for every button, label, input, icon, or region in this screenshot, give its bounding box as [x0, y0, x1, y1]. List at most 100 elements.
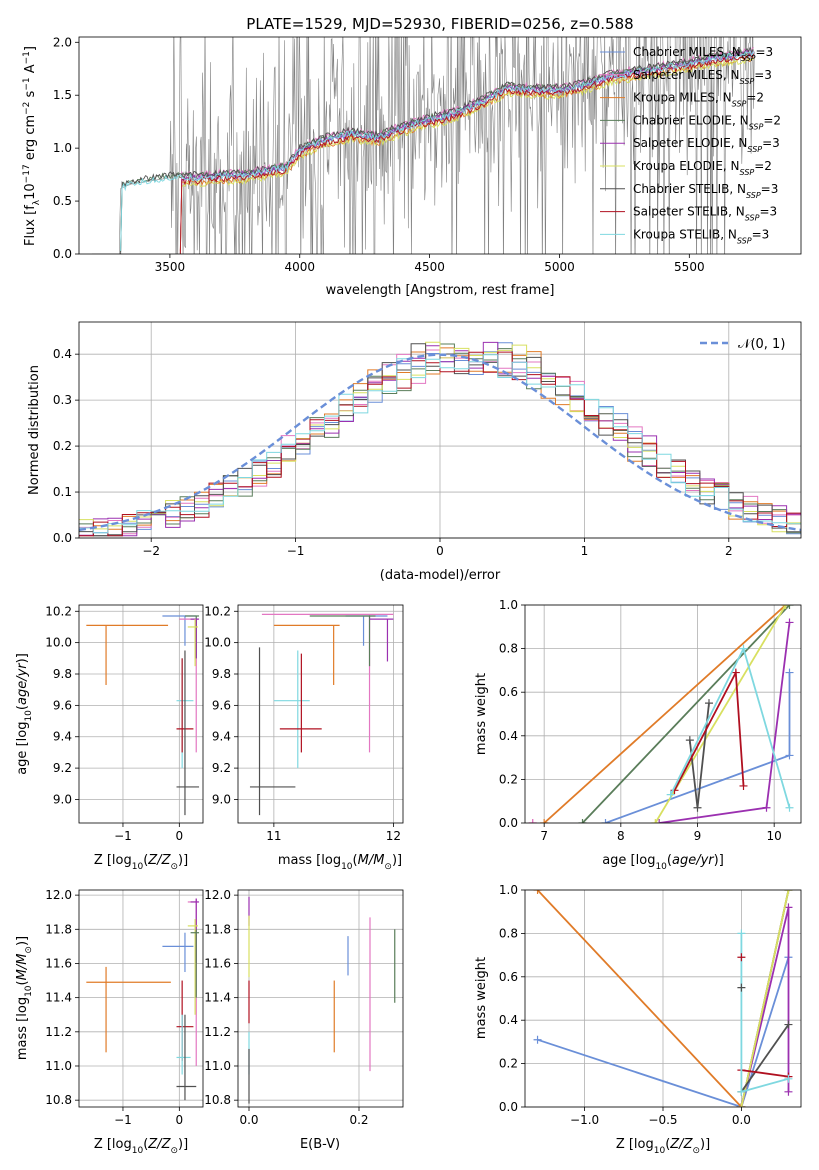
mass-weight-line	[581, 605, 791, 823]
axes-frame	[78, 604, 204, 824]
x-tick-label: 12	[386, 829, 401, 843]
plus-marker	[785, 618, 794, 627]
plus-marker	[739, 781, 748, 790]
grid	[525, 889, 801, 1108]
plus-marker	[685, 736, 694, 745]
plus-marker	[651, 819, 660, 823]
model-spectrum-line	[120, 50, 754, 251]
plus-marker	[737, 953, 746, 962]
mass-weight-vs-age-panel: 7 8 9 10 0.0 0.2 0.4 0.6 0.8 1.0 age [log10(age/yr…	[474, 598, 802, 872]
y-tick-label: 9.6	[212, 698, 231, 712]
plus-marker	[784, 1074, 793, 1083]
errorbar-point	[176, 1014, 197, 1101]
axes-frame	[237, 889, 404, 1108]
plot-area	[79, 341, 801, 537]
y-tick-label: 11.2	[45, 1025, 72, 1039]
plus-marker	[578, 819, 587, 823]
y-tick-label: 0.5	[53, 194, 72, 208]
errorbar-point	[184, 615, 200, 659]
mass-weight-line	[669, 646, 791, 808]
plus-marker	[528, 819, 537, 823]
errorbar-point	[190, 929, 200, 998]
axes-frame	[524, 604, 802, 824]
gaussian-curve	[79, 353, 801, 532]
x-tick-label: 8	[617, 829, 625, 843]
plus-marker	[785, 803, 794, 812]
plus-marker	[737, 983, 746, 992]
errorbar-point	[86, 624, 169, 685]
y-axis-label: mass weight	[474, 673, 489, 755]
plus-marker	[784, 903, 793, 912]
model-spectrum-line	[179, 50, 755, 254]
plus-marker	[785, 751, 794, 760]
y-tick-label: 9.4	[53, 730, 72, 744]
x-axis-label: (data-model)/error	[380, 568, 501, 583]
errorbar-point	[261, 613, 394, 753]
figure-title: PLATE=1529, MJD=52930, FIBERID=0256, z=0…	[246, 15, 633, 33]
y-tick-label: 11.4	[204, 991, 231, 1005]
plus-marker	[784, 890, 793, 894]
mass-weight-line	[740, 890, 790, 1107]
y-tick-label: 1.0	[53, 141, 72, 155]
plot-area	[92, 37, 755, 254]
spectrum-panel: 3500 4000 4500 5000 5500 0.0 0.5 1.0 1.5 2.0 Chabr…	[22, 35, 802, 298]
y-tick-label: 0.0	[499, 1100, 518, 1114]
legend-label: 𝒩(0, 1)	[738, 337, 785, 352]
y-tick-label: 10.8	[45, 1093, 72, 1107]
y-axis-label: Normed distribution	[27, 365, 42, 495]
y-tick-label: 0.6	[499, 685, 518, 699]
y-axis-label: age [log10(age/yr)]	[15, 653, 34, 775]
grid	[238, 890, 403, 1107]
age-vs-metallicity-panel: −1 0 9.0 9.2 9.4 9.6 9.8 10.0 10.2 Z [log10(Z/Z⊙)…	[15, 604, 204, 872]
plus-marker	[785, 605, 794, 609]
y-tick-label: 11.6	[204, 956, 231, 970]
y-tick-label: 10.8	[204, 1093, 231, 1107]
model-spectrum-line	[179, 57, 754, 254]
histogram-step-line	[79, 341, 801, 533]
y-tick-label: 1.0	[499, 598, 518, 612]
plot-area	[533, 890, 793, 1107]
y-tick-label: 0.2	[53, 439, 72, 453]
axes-frame	[524, 889, 802, 1108]
plus-marker	[731, 668, 740, 677]
plus-marker	[784, 1020, 793, 1029]
x-axis-label: age [log10(age/yr)]	[602, 853, 724, 872]
y-tick-label: 0.6	[499, 970, 518, 984]
y-tick-label: 9.6	[53, 698, 72, 712]
y-tick-label: 10.2	[204, 604, 231, 618]
residuals-panel: −2 −1 0 1 2 0.0 0.1 0.2 0.3 0.4 𝒩(0, 1) (data-model…	[27, 321, 802, 583]
y-tick-label: 9.2	[53, 761, 72, 775]
plus-marker	[540, 819, 549, 823]
legend-label: Chabrier STELIB, NSSP=3	[633, 182, 778, 200]
errorbar-point	[86, 966, 171, 1053]
x-tick-label: −0.5	[648, 1113, 677, 1127]
plot-area	[528, 605, 794, 823]
model-spectrum-line	[179, 55, 754, 252]
y-tick-label: 1.5	[53, 88, 72, 102]
y-tick-label: 0.0	[499, 816, 518, 830]
x-axis-label: Z [log10(Z/Z⊙)]	[616, 1137, 710, 1156]
mass-weight-line	[543, 605, 787, 823]
y-tick-label: 0.4	[499, 729, 518, 743]
mass-vs-ebv-panel: 0.0 0.2 10.8 11.0 11.2 11.4 11.6 11.8 12.0 E(B-V)	[204, 888, 404, 1152]
y-tick-label: 11.4	[45, 991, 72, 1005]
errorbar-point	[176, 1014, 191, 1075]
x-axis-label: mass [log10(M/M⊙)]	[278, 853, 402, 872]
legend-label: Salpeter STELIB, NSSP=3	[633, 205, 777, 223]
model-spectrum-line	[179, 53, 755, 254]
y-tick-label: 0.2	[499, 1057, 518, 1071]
x-tick-label: 0	[176, 1113, 184, 1127]
x-tick-label: 10	[767, 829, 782, 843]
x-tick-label: 0.2	[349, 1113, 368, 1127]
mass-weight-line	[740, 933, 789, 1093]
x-tick-label: 2	[725, 544, 733, 558]
plot-area	[248, 896, 396, 1104]
y-tick-label: 9.4	[212, 730, 231, 744]
x-tick-label: 1	[581, 544, 589, 558]
y-tick-label: 0.2	[499, 772, 518, 786]
plus-marker	[737, 1087, 746, 1096]
y-tick-label: 10.0	[45, 636, 72, 650]
y-tick-label: 2.0	[53, 35, 72, 49]
model-spectrum-line	[120, 46, 754, 254]
